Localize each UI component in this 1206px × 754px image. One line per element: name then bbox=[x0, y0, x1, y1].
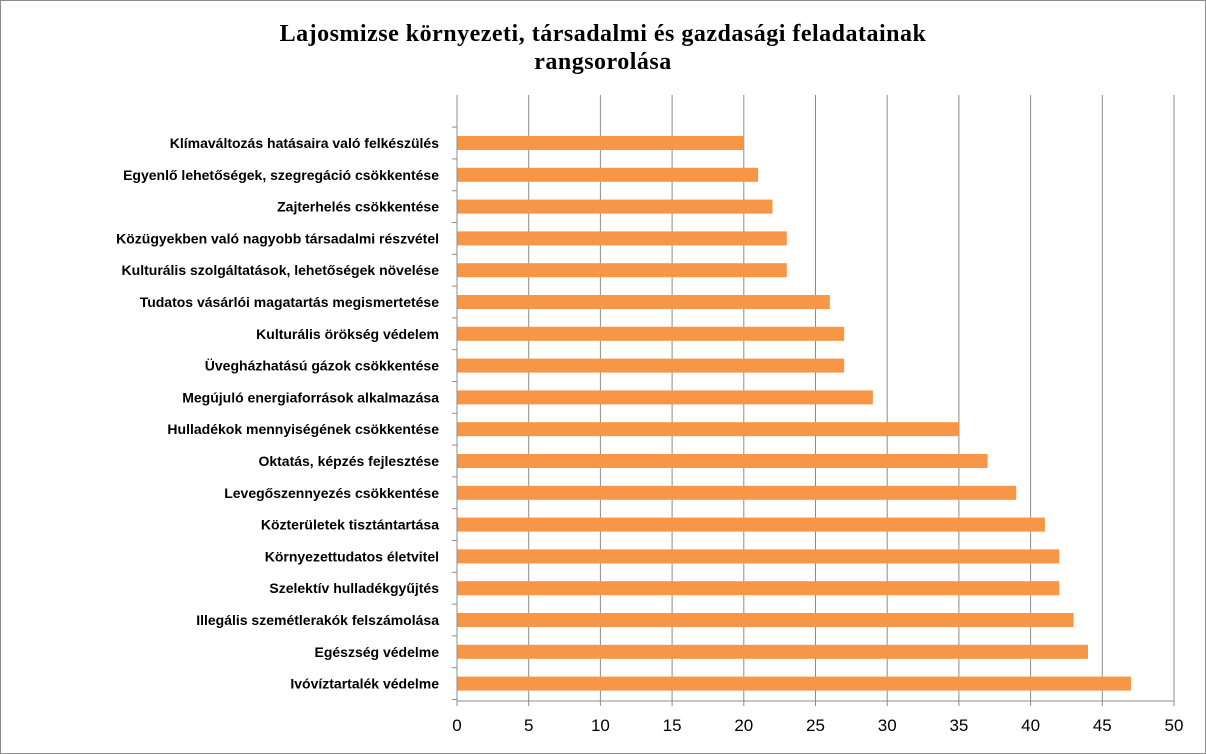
bar bbox=[457, 263, 787, 278]
bar bbox=[457, 485, 1017, 500]
category-label: Ivóvíztartalék védelme bbox=[290, 676, 439, 692]
category-label: Levegőszennyezés csökkentése bbox=[224, 485, 439, 501]
bar bbox=[457, 644, 1088, 659]
chart-title: Lajosmizse környezeti, társadalmi és gaz… bbox=[0, 20, 1206, 76]
bar bbox=[457, 326, 845, 341]
bar bbox=[457, 167, 759, 182]
category-label: Tudatos vásárlói magatartás megismerteté… bbox=[140, 294, 440, 310]
x-tick-label: 5 bbox=[524, 716, 533, 735]
category-label: Közügyekben való nagyobb társadalmi rész… bbox=[116, 230, 439, 246]
x-tick-label: 15 bbox=[663, 716, 682, 735]
category-label: Szelektív hulladékgyűjtés bbox=[269, 580, 439, 596]
category-label: Egészség védelme bbox=[314, 644, 439, 660]
category-labels: Klímaváltozás hatásaira való felkészülés… bbox=[116, 135, 439, 692]
x-tick-label: 10 bbox=[591, 716, 610, 735]
x-tick-label: 40 bbox=[1021, 716, 1040, 735]
x-tick-label: 0 bbox=[452, 716, 461, 735]
x-tick-label: 20 bbox=[734, 716, 753, 735]
bar bbox=[457, 581, 1060, 596]
bar bbox=[457, 358, 845, 373]
bar bbox=[457, 676, 1131, 691]
category-label: Megújuló energiaforrások alkalmazása bbox=[182, 389, 439, 405]
category-label: Közterületek tisztántartása bbox=[261, 517, 439, 533]
category-label: Oktatás, képzés fejlesztése bbox=[258, 453, 439, 469]
category-label: Kulturális szolgáltatások, lehetőségek n… bbox=[122, 262, 440, 278]
category-label: Üvegházhatású gázok csökkentése bbox=[205, 358, 439, 374]
bar bbox=[457, 549, 1060, 564]
bar bbox=[457, 390, 873, 405]
axes bbox=[452, 95, 1175, 706]
category-label: Környezettudatos életvitel bbox=[265, 548, 439, 564]
bar bbox=[457, 422, 959, 437]
category-label: Hulladékok mennyiségének csökkentése bbox=[167, 421, 439, 437]
bar bbox=[457, 136, 744, 150]
chart-title-line-1: Lajosmizse környezeti, társadalmi és gaz… bbox=[279, 21, 927, 47]
bar bbox=[457, 231, 787, 246]
bar bbox=[457, 199, 773, 214]
bar bbox=[457, 295, 830, 309]
category-label: Klímaváltozás hatásaira való felkészülés bbox=[170, 135, 439, 151]
bar bbox=[457, 613, 1074, 627]
tick-labels: 0 5 10 15 20 25 30 35 40 45 50 bbox=[452, 716, 1183, 735]
bar bbox=[457, 454, 988, 468]
bar bbox=[457, 517, 1045, 532]
category-label: Kulturális örökség védelem bbox=[256, 326, 439, 342]
bars bbox=[457, 136, 1131, 691]
x-tick-label: 50 bbox=[1165, 716, 1184, 735]
chart-title-line-2: rangsorolása bbox=[534, 49, 672, 75]
x-tick-label: 45 bbox=[1093, 716, 1112, 735]
category-label: Illegális szemétlerakók felszámolása bbox=[196, 612, 439, 628]
x-tick-label: 25 bbox=[806, 716, 825, 735]
x-tick-label: 35 bbox=[949, 716, 968, 735]
category-label: Egyenlő lehetőségek, szegregáció csökken… bbox=[123, 167, 439, 183]
x-tick-label: 30 bbox=[878, 716, 897, 735]
category-label: Zajterhelés csökkentése bbox=[277, 199, 439, 215]
